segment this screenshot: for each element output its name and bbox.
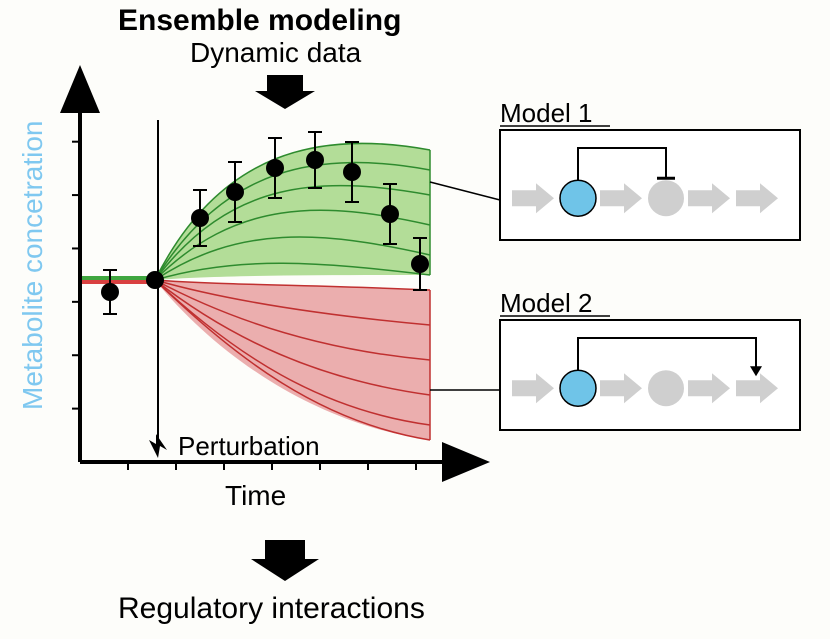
perturbation-label: Perturbation xyxy=(178,431,320,461)
data-point xyxy=(381,205,399,223)
data-point xyxy=(146,271,164,289)
model-label: Model 2 xyxy=(500,288,593,318)
data-point xyxy=(191,209,209,227)
pathway-node xyxy=(648,180,684,216)
data-point xyxy=(306,151,324,169)
data-point xyxy=(101,283,119,301)
pathway-node-active xyxy=(560,180,596,216)
data-point xyxy=(226,183,244,201)
pathway-node xyxy=(648,370,684,406)
model-label: Model 1 xyxy=(500,98,593,128)
bottom-label: Regulatory interactions xyxy=(118,592,425,625)
data-point xyxy=(343,163,361,181)
data-point xyxy=(411,255,429,273)
title-main: Ensemble modeling xyxy=(118,4,401,37)
data-point xyxy=(266,159,284,177)
pathway-node-active xyxy=(560,370,596,406)
y-axis-label: Metabolite concetration xyxy=(17,120,48,410)
title-subtitle: Dynamic data xyxy=(190,37,362,68)
model-box xyxy=(500,130,800,240)
model-box xyxy=(500,320,800,430)
x-axis-label: Time xyxy=(225,480,286,511)
